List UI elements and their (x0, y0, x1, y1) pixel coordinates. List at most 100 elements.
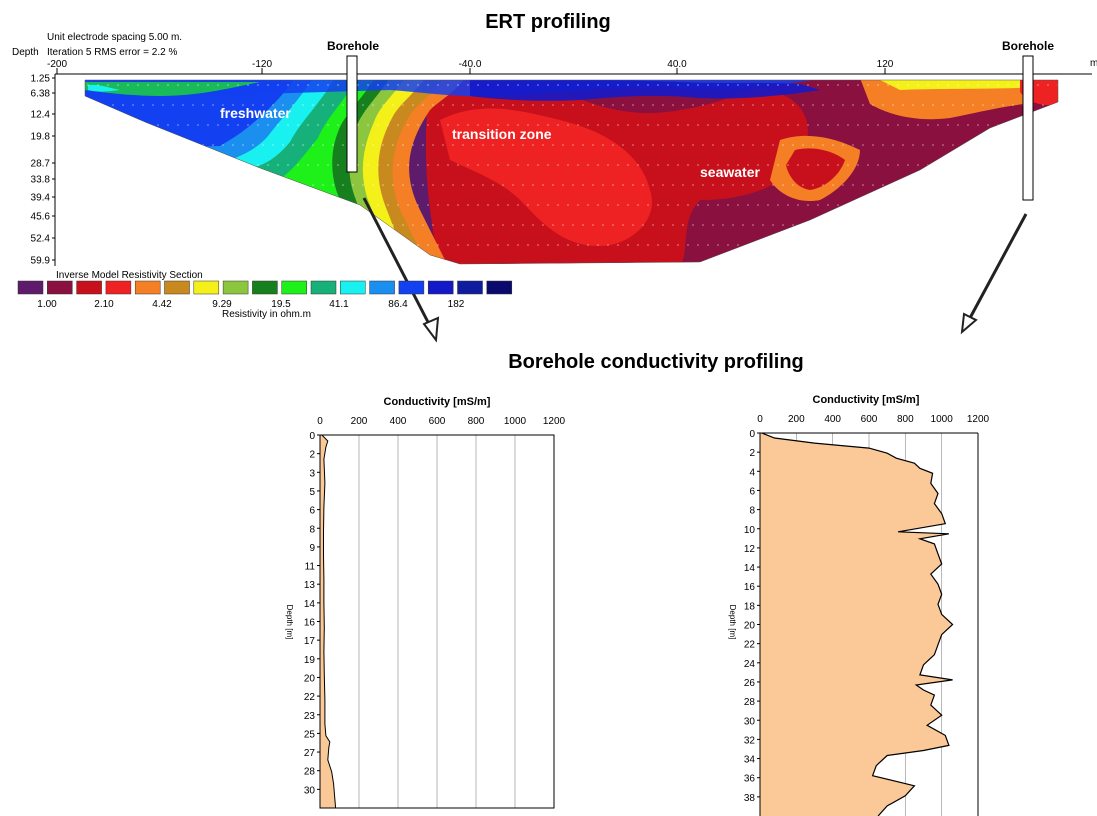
electrode-dot (967, 164, 969, 166)
electrode-dot (277, 84, 279, 86)
electrode-dot (102, 184, 104, 186)
electrode-dot (97, 124, 99, 126)
electrode-dot (637, 244, 639, 246)
electrode-dot (947, 84, 949, 86)
x-tick-label: 600 (429, 416, 446, 427)
electrode-dot (972, 144, 974, 146)
electrode-dot (322, 224, 324, 226)
electrode-dot (377, 124, 379, 126)
electrode-dot (592, 224, 594, 226)
electrode-dot (292, 144, 294, 146)
electrode-dot (367, 124, 369, 126)
electrode-dot (817, 124, 819, 126)
electrode-dot (102, 104, 104, 106)
electrode-dot (517, 124, 519, 126)
electrode-dot (887, 244, 889, 246)
electrode-dot (912, 224, 914, 226)
electrode-dot (522, 104, 524, 106)
electrode-dot (502, 184, 504, 186)
electrode-dot (667, 164, 669, 166)
electrode-dot (402, 224, 404, 226)
electrode-dot (862, 224, 864, 226)
electrode-dot (287, 204, 289, 206)
electrode-dot (322, 184, 324, 186)
electrode-dot (707, 164, 709, 166)
electrode-dot (552, 144, 554, 146)
electrode-dot (1052, 104, 1054, 106)
electrode-dot (462, 104, 464, 106)
electrode-dot (1067, 164, 1069, 166)
electrode-dot (777, 124, 779, 126)
electrode-dot (117, 164, 119, 166)
electrode-dot (352, 184, 354, 186)
electrode-dot (717, 204, 719, 206)
electrode-dot (742, 184, 744, 186)
electrode-dot (592, 184, 594, 186)
electrode-dot (612, 144, 614, 146)
electrode-dot (122, 144, 124, 146)
electrode-dot (842, 144, 844, 146)
y-tick-label: 25 (304, 729, 316, 740)
electrode-dot (92, 184, 94, 186)
electrode-dot (632, 144, 634, 146)
ert-depth-tick-label: 39.4 (31, 193, 51, 204)
electrode-dot (342, 104, 344, 106)
electrode-dot (1037, 124, 1039, 126)
electrode-dot (367, 244, 369, 246)
electrode-dot (452, 224, 454, 226)
electrode-dot (667, 124, 669, 126)
electrode-dot (577, 204, 579, 206)
electrode-dot (87, 164, 89, 166)
electrode-dot (787, 84, 789, 86)
legend-label: 2.10 (94, 299, 114, 310)
electrode-dot (577, 244, 579, 246)
electrode-dot (1042, 104, 1044, 106)
electrode-dot (877, 204, 879, 206)
y-tick-label: 36 (744, 774, 756, 785)
electrode-dot (127, 244, 129, 246)
electrode-dot (282, 224, 284, 226)
electrode-dot (407, 84, 409, 86)
electrode-dot (252, 184, 254, 186)
electrode-dot (242, 224, 244, 226)
electrode-dot (937, 124, 939, 126)
electrode-dot (487, 204, 489, 206)
electrode-dot (807, 164, 809, 166)
arrow-left-shaft (362, 197, 432, 327)
x-tick-label: 1200 (543, 416, 566, 427)
electrode-dot (177, 244, 179, 246)
electrode-dot (327, 244, 329, 246)
electrode-dot (1017, 84, 1019, 86)
electrode-dot (192, 104, 194, 106)
electrode-dot (917, 84, 919, 86)
electrode-dot (502, 224, 504, 226)
electrode-dot (122, 224, 124, 226)
electrode-dot (252, 104, 254, 106)
y-tick-label: 16 (304, 618, 316, 629)
electrode-dot (1067, 244, 1069, 246)
electrode-dot (587, 84, 589, 86)
electrode-dot (757, 124, 759, 126)
electrode-dot (462, 184, 464, 186)
electrode-dot (337, 244, 339, 246)
electrode-dot (607, 124, 609, 126)
electrode-dot (147, 124, 149, 126)
y-tick-label: 9 (309, 543, 315, 554)
electrode-dot (307, 244, 309, 246)
electrode-dot (1077, 244, 1079, 246)
electrode-dot (177, 204, 179, 206)
electrode-dot (357, 164, 359, 166)
electrode-dot (912, 104, 914, 106)
electrode-dot (412, 184, 414, 186)
electrode-dot (167, 164, 169, 166)
electrode-dot (147, 204, 149, 206)
electrode-dot (672, 144, 674, 146)
electrode-dot (1032, 224, 1034, 226)
electrode-dot (997, 164, 999, 166)
electrode-dot (747, 124, 749, 126)
electrode-dot (657, 244, 659, 246)
electrode-dot (722, 144, 724, 146)
electrode-dot (277, 164, 279, 166)
y-tick-label: 20 (744, 621, 756, 632)
electrode-dot (1082, 104, 1084, 106)
